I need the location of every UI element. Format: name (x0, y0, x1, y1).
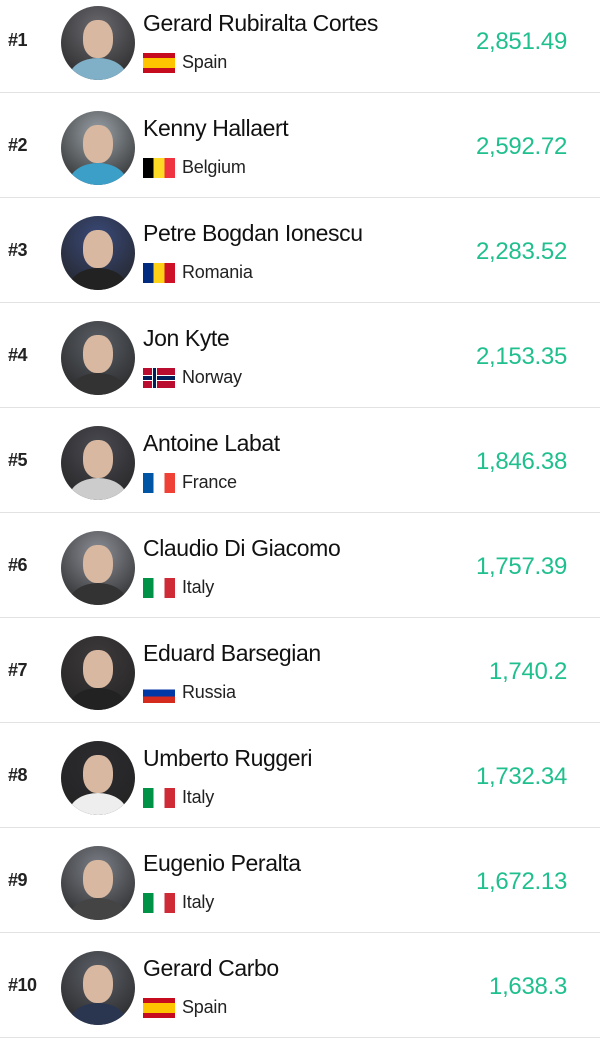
player-rank: #1 (8, 30, 28, 50)
player-row[interactable]: #3 Petre Bogdan Ionescu Romania 2,283.52 (0, 198, 600, 303)
france-flag-icon (143, 473, 175, 493)
player-avatar[interactable] (61, 531, 135, 605)
player-country: Romania (182, 262, 253, 282)
player-row[interactable]: #5 Antoine Labat France 1,846.38 (0, 408, 600, 513)
player-avatar[interactable] (61, 216, 135, 290)
player-rank: #8 (8, 765, 28, 785)
belgium-flag-icon (143, 158, 175, 178)
player-name: Gerard Carbo (143, 955, 279, 981)
player-score: 1,846.38 (475, 448, 567, 475)
player-avatar[interactable] (61, 636, 135, 710)
spain-flag-icon (143, 998, 175, 1018)
player-name: Eugenio Peralta (143, 850, 301, 876)
player-name: Jon Kyte (143, 325, 230, 351)
player-country: Spain (182, 997, 228, 1017)
player-score: 2,283.52 (475, 238, 567, 265)
player-row[interactable]: #2 Kenny Hallaert Belgium 2,592.72 (0, 93, 600, 198)
player-country: Italy (182, 787, 215, 807)
player-score: 1,740.2 (489, 658, 567, 685)
player-rank: #6 (8, 555, 28, 575)
player-avatar[interactable] (61, 426, 135, 500)
player-avatar[interactable] (61, 321, 135, 395)
russia-flag-icon (143, 683, 175, 703)
player-country: Russia (182, 682, 236, 702)
player-row[interactable]: #4 Jon Kyte Norway 2,153.35 (0, 303, 600, 408)
player-row[interactable]: #6 Claudio Di Giacomo Italy 1,757.39 (0, 513, 600, 618)
romania-flag-icon (143, 263, 175, 283)
player-row[interactable]: #1 Gerard Rubiralta Cortes Spain 2,851.4… (0, 0, 600, 93)
player-rank: #7 (8, 660, 28, 680)
player-rank: #2 (8, 135, 28, 155)
player-score: 2,592.72 (475, 133, 567, 160)
player-score: 1,757.39 (475, 553, 567, 580)
player-rank: #9 (8, 870, 28, 890)
player-score: 2,851.49 (475, 28, 567, 55)
player-name: Umberto Ruggeri (143, 745, 313, 771)
player-score: 2,153.35 (475, 343, 567, 370)
player-country: France (182, 472, 237, 492)
player-avatar[interactable] (61, 111, 135, 185)
player-name: Petre Bogdan Ionescu (143, 220, 363, 246)
player-rank: #5 (8, 450, 28, 470)
italy-flag-icon (143, 578, 175, 598)
player-rank: #10 (8, 975, 37, 995)
player-row[interactable]: #10 Gerard Carbo Spain 1,638.3 (0, 933, 600, 1038)
player-avatar[interactable] (61, 846, 135, 920)
player-avatar[interactable] (61, 741, 135, 815)
player-row[interactable]: #8 Umberto Ruggeri Italy 1,732.34 (0, 723, 600, 828)
player-country: Italy (182, 892, 215, 912)
player-name: Gerard Rubiralta Cortes (143, 10, 378, 36)
player-row[interactable]: #7 Eduard Barsegian Russia 1,740.2 (0, 618, 600, 723)
player-score: 1,672.13 (475, 868, 567, 895)
italy-flag-icon (143, 788, 175, 808)
player-name: Claudio Di Giacomo (143, 535, 341, 561)
player-name: Kenny Hallaert (143, 115, 289, 141)
player-name: Eduard Barsegian (143, 640, 321, 666)
player-score: 1,732.34 (475, 763, 567, 790)
player-rank: #4 (8, 345, 28, 365)
player-country: Spain (182, 52, 228, 72)
player-country: Norway (182, 367, 242, 387)
player-country: Belgium (182, 157, 246, 177)
player-avatar[interactable] (61, 951, 135, 1025)
norway-flag-icon (143, 368, 175, 388)
spain-flag-icon (143, 53, 175, 73)
player-row[interactable]: #9 Eugenio Peralta Italy 1,672.13 (0, 828, 600, 933)
player-name: Antoine Labat (143, 430, 280, 456)
player-score: 1,638.3 (489, 973, 567, 1000)
player-rank: #3 (8, 240, 28, 260)
player-avatar[interactable] (61, 6, 135, 80)
italy-flag-icon (143, 893, 175, 913)
player-country: Italy (182, 577, 215, 597)
